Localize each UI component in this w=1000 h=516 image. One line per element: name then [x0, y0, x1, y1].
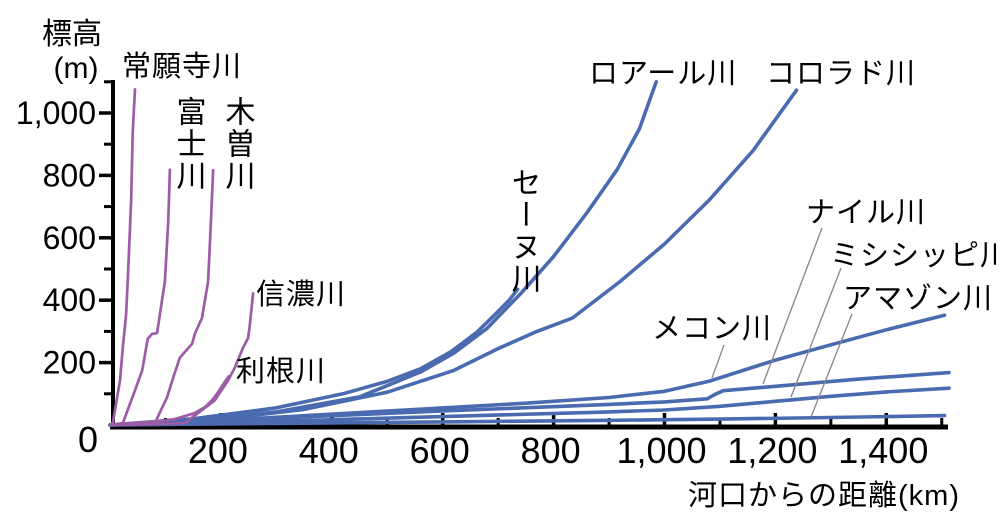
river-curve-kiso: [108, 169, 215, 427]
river-curve-seine: [108, 287, 520, 427]
y-axis-title-unit: (m): [54, 52, 99, 85]
river-label-amazon: アマゾン川: [843, 282, 993, 315]
river-label-joganji: 常願寺川: [122, 50, 242, 83]
river-label-shinano: 信濃川: [256, 278, 346, 311]
river-curve-shinano: [108, 291, 255, 427]
x-tick-label: 1,200: [727, 430, 817, 471]
y-tick-label: 200: [43, 345, 96, 381]
leader-line-mekong: [711, 344, 725, 379]
y-tick-label: 1,000: [16, 95, 96, 131]
x-tick-label: 400: [299, 430, 359, 471]
river-label-mississippi: ミシシッピ川: [830, 240, 1000, 272]
river-curve-tone: [108, 374, 231, 427]
river-curve-nile: [108, 370, 951, 427]
river-label-nile: ナイル川: [806, 197, 926, 229]
x-axis-title: 河口からの距離(km): [688, 479, 960, 512]
river-label-fuji: 富士川: [172, 96, 207, 192]
river-label-mekong: メコン川: [652, 313, 772, 345]
river-label-loire: ロアール川: [589, 58, 737, 90]
river-curve-fuji: [108, 168, 172, 427]
y-tick-label: 800: [43, 157, 96, 193]
origin-tick-label: 0: [78, 419, 98, 460]
river-label-colorado: コロラド川: [766, 58, 916, 90]
river-label-kiso: 木曽川: [221, 96, 256, 192]
leader-line-nile: [762, 227, 823, 385]
y-axis-title: 標高: [42, 18, 102, 51]
y-tick-label: 400: [43, 282, 96, 318]
y-tick-label: 600: [43, 220, 96, 256]
river-label-seine: セーヌ川: [507, 167, 542, 295]
axes: 200 400 600 800 1,000 200 400 600 800 1,000 1,200 1…: [16, 18, 960, 512]
leader-line-mississippi: [790, 267, 842, 398]
x-tick-label: 800: [521, 430, 581, 471]
x-tick-label: 600: [410, 430, 470, 471]
x-tick-label: 200: [188, 430, 248, 471]
river-curve-colorado: [108, 88, 799, 427]
river-label-tone: 利根川: [236, 355, 326, 388]
leader-line-amazon: [810, 313, 853, 418]
x-tick-label: 1,400: [838, 430, 928, 471]
river-curve-joganji: [108, 87, 137, 427]
river-curve-amazon: [108, 413, 947, 427]
river-curve-mississippi: [108, 386, 951, 427]
x-tick-label: 1,000: [616, 430, 706, 471]
